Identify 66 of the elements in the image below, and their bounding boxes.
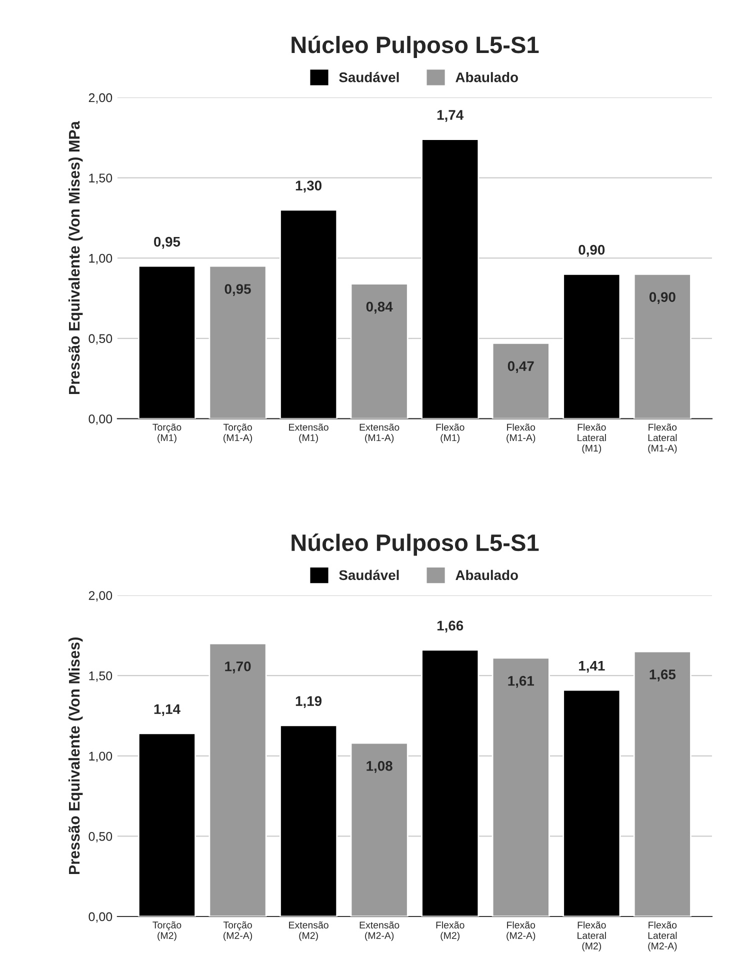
data-label: 0,47: [508, 361, 534, 374]
data-label: 1,66: [437, 620, 464, 633]
x-tick-label: Flexão Lateral (M1-A): [648, 424, 677, 454]
data-label: 1,14: [154, 704, 180, 716]
x-tick-label: Torção (M1): [152, 424, 182, 444]
data-label: 1,08: [366, 761, 392, 773]
data-label: 0,84: [366, 302, 393, 314]
x-tick-label: Torção (M2): [152, 921, 182, 941]
data-label: 1,61: [508, 676, 534, 688]
y-tick-label: 2,00: [88, 591, 112, 602]
x-tick-label: Extensão (M2): [289, 921, 328, 941]
y-tick-label: 0,50: [88, 832, 112, 842]
bar: [138, 732, 196, 916]
y-tick-label: 1,00: [89, 752, 112, 762]
chart-title: Núcleo Pulposo L5-S1: [292, 534, 539, 556]
y-tick-label: 0,50: [88, 334, 112, 345]
x-tick-label: Flexão Lateral (M2-A): [648, 921, 677, 952]
x-tick-label: Flexão Lateral (M2): [578, 921, 606, 952]
y-tick-label: 0,00: [88, 912, 112, 923]
bar: [208, 265, 267, 419]
bar: [421, 649, 480, 916]
x-tick-label: Extensão (M1-A): [360, 424, 400, 444]
legend-label: Saudável: [339, 72, 399, 82]
bar: [138, 265, 196, 419]
bar: [421, 138, 480, 419]
y-tick-label: 1,50: [89, 174, 112, 184]
y-axis-title: Pressão Equivalente (Von Mises) MPa: [68, 121, 83, 394]
data-label: 0,90: [649, 292, 676, 304]
legend-label: Abaulado: [456, 72, 518, 82]
bar: [280, 724, 338, 916]
x-tick-label: Extensão (M1): [289, 424, 328, 444]
data-label: 0,95: [224, 284, 251, 296]
bar: [633, 273, 692, 419]
bar: [562, 273, 621, 419]
y-tick-label: 0,00: [88, 414, 112, 425]
bar: [280, 209, 338, 419]
data-label: 1,74: [437, 110, 464, 122]
bar: [562, 689, 621, 916]
x-tick-label: Extensão (M2-A): [360, 921, 400, 941]
y-tick-label: 1,00: [89, 254, 112, 264]
data-label: 1,41: [579, 660, 605, 673]
bar: [350, 283, 408, 419]
x-tick-label: Flexão Lateral (M1): [578, 424, 606, 454]
bar: [633, 650, 692, 916]
chart-title: Núcleo Pulposo L5-S1: [292, 36, 539, 58]
x-tick-label: Flexão (M1): [436, 424, 464, 444]
bar: [350, 742, 408, 916]
legend-label: Abaulado: [456, 570, 518, 580]
x-tick-label: Torção (M2-A): [223, 921, 252, 941]
y-tick-label: 2,00: [88, 93, 112, 104]
y-axis-title: Pressão Equivalente (Von Mises): [68, 638, 83, 874]
x-tick-label: Flexão (M2-A): [506, 921, 536, 941]
legend-label: Saudável: [339, 570, 399, 580]
x-tick-label: Flexão (M2): [436, 921, 464, 941]
x-tick-label: Flexão (M1-A): [506, 424, 536, 444]
bar: [208, 642, 267, 916]
y-tick-label: 1,50: [89, 671, 112, 682]
bar: [492, 657, 550, 916]
bar: [492, 342, 550, 419]
data-label: 0,90: [578, 244, 605, 257]
data-label: 1,19: [296, 696, 322, 708]
data-label: 1,65: [650, 670, 676, 682]
data-label: 1,30: [296, 180, 322, 193]
data-label: 1,70: [225, 661, 251, 674]
x-tick-label: Torção (M1-A): [223, 424, 252, 444]
data-label: 0,95: [154, 236, 180, 249]
